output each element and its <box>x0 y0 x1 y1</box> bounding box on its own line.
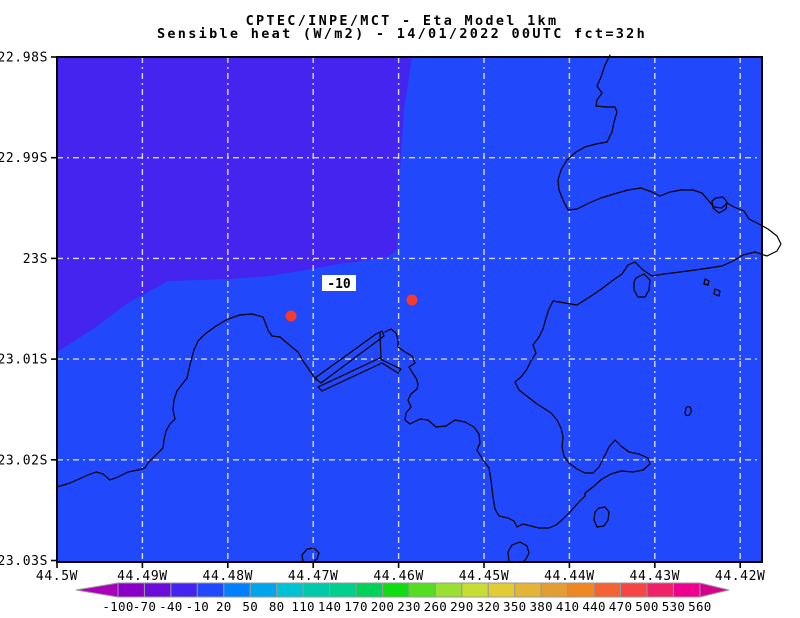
colorbar-segment <box>434 582 463 598</box>
coastline-bay-south <box>384 328 586 529</box>
colorbar-tick-label: 500 <box>635 599 658 614</box>
colorbar-segment <box>567 582 595 598</box>
axis-ticks-and-labels: 44.5W 44.49W 44.48W 44.47W 44.46W 44.45W 44.44… <box>0 51 765 585</box>
y-axis-label: 23S <box>23 252 48 267</box>
colorbar-tick-label: -70 <box>133 599 156 614</box>
x-axis-label: 44.47W <box>288 569 339 584</box>
y-axis-label: 23.03S <box>0 554 48 569</box>
x-axis-label: 44.49W <box>117 569 168 584</box>
colorbar-segment <box>170 582 198 598</box>
islet-mid-east <box>684 406 692 417</box>
colorbar-tick-label: 170 <box>344 599 367 614</box>
colorbar-tick-label: -100 <box>102 599 133 614</box>
colorbar-segment <box>461 582 489 598</box>
colorbar-segment <box>593 582 622 598</box>
negative-heat-flux-region <box>57 57 412 352</box>
x-axis-label: 44.43W <box>630 569 681 584</box>
island-bay-center <box>633 273 651 298</box>
contour-label-group: -10 <box>322 275 356 292</box>
colorbar-segment <box>355 582 383 598</box>
islet-east-2 <box>713 288 721 297</box>
colorbar-tick-label: 530 <box>662 599 685 614</box>
colorbar-segment <box>646 582 674 598</box>
colorbar-tick-label: 320 <box>477 599 500 614</box>
islet-bottom-right <box>507 541 530 563</box>
x-axis-label: 44.45W <box>459 569 510 584</box>
coastline-pier-end <box>379 332 382 361</box>
station-dot-west <box>285 310 297 322</box>
station-dot-east <box>406 294 418 306</box>
x-axis-label: 44.46W <box>373 569 424 584</box>
y-axis-label: 22.99S <box>0 151 48 166</box>
lat-lon-gridlines <box>57 57 762 562</box>
colorbar-segment <box>329 582 357 598</box>
colorbar-segment <box>487 582 516 598</box>
colorbar-segment <box>620 582 648 598</box>
x-axis-label: 44.48W <box>203 569 254 584</box>
colorbar-segment <box>117 582 145 598</box>
coastline-east-peninsula <box>514 54 782 497</box>
colorbar: -100 -70 -40 -10 20 50 80 110 140 170 200 230 260 290… <box>75 582 730 614</box>
x-axis-label: 44.5W <box>36 569 78 584</box>
colorbar-tick-label: -10 <box>186 599 209 614</box>
coastline-pier-upper <box>314 330 385 384</box>
colorbar-segment <box>223 582 251 598</box>
colorbar-tick-label: 440 <box>582 599 605 614</box>
colorbar-segment <box>408 582 436 598</box>
colorbar-tick-label: 410 <box>556 599 579 614</box>
colorbar-segment <box>276 582 304 598</box>
islet-bottom-center <box>301 547 320 563</box>
colorbar-segment <box>672 582 701 598</box>
island-northeast <box>711 196 728 214</box>
colorbar-segment <box>540 582 569 598</box>
colorbar-tick-label: 200 <box>371 599 394 614</box>
colorbar-segment <box>143 582 172 598</box>
colorbar-tick-label: 110 <box>291 599 314 614</box>
chart-subtitle: Sensible heat (W/m2) - 14/01/2022 00UTC … <box>157 26 647 42</box>
colorbar-tick-label: 290 <box>450 599 473 614</box>
colorbar-tick-label: 80 <box>269 599 285 614</box>
colorbar-segment <box>382 582 410 598</box>
colorbar-tick-label: 140 <box>318 599 341 614</box>
colorbar-tick-label: 380 <box>529 599 552 614</box>
colorbar-segment <box>196 582 225 598</box>
x-axis-label: 44.44W <box>544 569 595 584</box>
chart-title: CPTEC/INPE/MCT - Eta Model 1km <box>246 13 559 29</box>
colorbar-segment <box>302 582 331 598</box>
coastline-west-mainland <box>56 313 317 488</box>
x-axis-label: 44.42W <box>715 569 766 584</box>
islet-east-1 <box>703 278 710 286</box>
contour-label-box <box>322 275 356 291</box>
island-south-bay <box>593 506 610 528</box>
y-axis-label: 22.98S <box>0 51 48 66</box>
colorbar-left-arrow <box>75 582 119 598</box>
y-axis-label: 23.01S <box>0 353 48 368</box>
colorbar-segment <box>514 582 542 598</box>
colorbar-tick-label: -40 <box>159 599 182 614</box>
colorbar-tick-label: 230 <box>397 599 420 614</box>
colorbar-tick-label: 20 <box>216 599 232 614</box>
colorbar-tick-label: 350 <box>503 599 526 614</box>
coastlines <box>56 54 782 563</box>
y-axis-label: 23.02S <box>0 453 48 468</box>
colorbar-tick-label: 560 <box>688 599 711 614</box>
colorbar-tick-label: 50 <box>242 599 258 614</box>
colorbar-tick-label: 470 <box>609 599 632 614</box>
map-frame <box>56 56 763 563</box>
map-plot-area: -10 44.5W 44.49W 44.48W 44.47W 44.46W 44.45W 4… <box>0 51 782 585</box>
colorbar-tick-label: 260 <box>424 599 447 614</box>
colorbar-segment <box>249 582 278 598</box>
colorbar-right-arrow <box>699 582 730 598</box>
contour-label-text: -10 <box>327 277 351 292</box>
